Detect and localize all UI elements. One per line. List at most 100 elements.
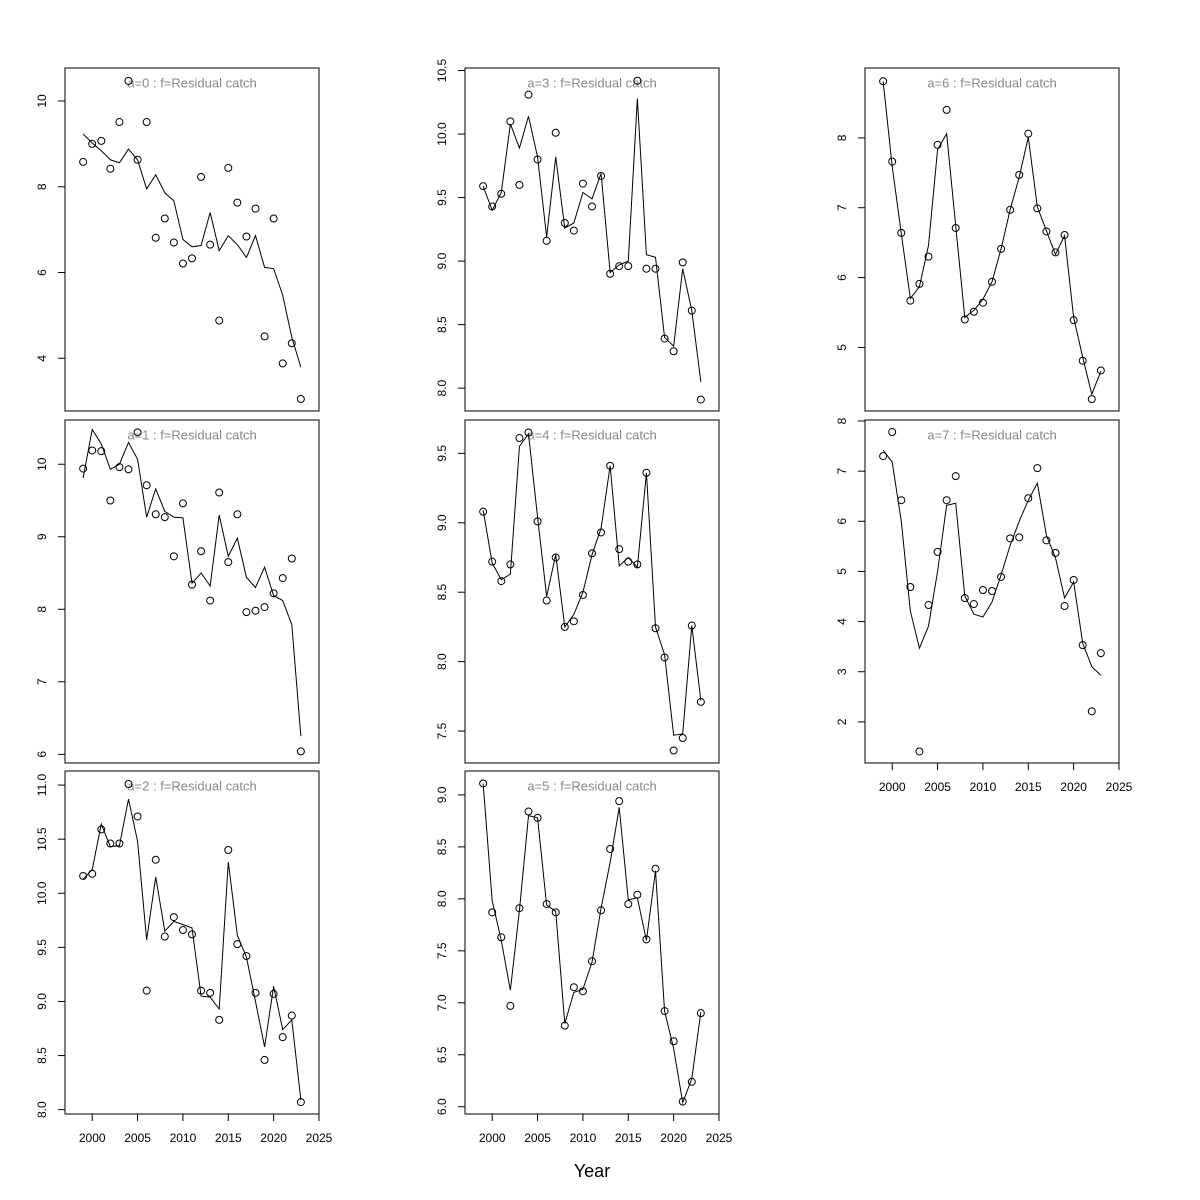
data-point (669, 746, 678, 755)
data-point (133, 812, 142, 821)
y-tick-label: 10 (35, 94, 49, 108)
data-point (997, 244, 1006, 253)
data-point (651, 264, 660, 273)
data-point (888, 428, 897, 437)
data-point (988, 277, 996, 286)
data-point (942, 496, 951, 505)
data-point (942, 105, 951, 114)
x-tick-label: 2015 (615, 1131, 642, 1145)
y-tick-label: 6 (35, 751, 49, 758)
fitted-line (482, 98, 702, 382)
x-tick-label: 2020 (660, 1131, 687, 1145)
data-point (624, 262, 633, 271)
data-point (515, 434, 524, 443)
data-point (1087, 395, 1096, 404)
data-point (233, 510, 242, 519)
y-tick-label: 10.0 (435, 122, 449, 146)
data-point (606, 844, 615, 853)
data-point (269, 989, 278, 998)
data-point (588, 957, 596, 966)
data-point (924, 252, 933, 261)
data-point (142, 481, 151, 490)
panel-title: a=4 : f=Residual catch (527, 427, 656, 442)
data-point (206, 988, 215, 997)
y-tick-label: 10.0 (35, 881, 49, 905)
data-point (233, 198, 242, 207)
data-point (251, 606, 260, 615)
data-point (79, 157, 88, 166)
y-tick-label: 6.5 (435, 1046, 449, 1063)
y-tick-label: 10.5 (435, 59, 449, 83)
data-point (678, 258, 687, 267)
y-tick-label: 8.0 (435, 379, 449, 396)
x-tick-label: 2005 (524, 1131, 551, 1145)
data-point (1024, 129, 1033, 138)
data-point (97, 447, 106, 456)
y-tick-label: 9.5 (435, 189, 449, 206)
plot-frame (64, 419, 320, 764)
data-point (1006, 205, 1015, 214)
data-point (278, 359, 287, 368)
data-point (178, 259, 187, 268)
data-point (933, 140, 942, 149)
panel: a=4 : f=Residual catch 7.5 8.0 8.5 9.0 9.5 (435, 419, 720, 764)
data-point (915, 747, 924, 756)
fitted-line (82, 428, 302, 737)
x-tick-label: 2010 (570, 1131, 597, 1145)
data-point (542, 596, 551, 605)
fitted-line (882, 81, 1102, 396)
data-point (597, 171, 606, 180)
y-tick-label: 9.0 (435, 786, 449, 803)
x-tick-label: 2010 (970, 780, 997, 794)
data-point (1051, 248, 1060, 257)
data-point (251, 204, 260, 213)
data-point (133, 155, 142, 164)
x-tick-label: 2000 (479, 1131, 506, 1145)
data-point (642, 264, 651, 273)
data-point (524, 807, 533, 816)
fitted-line (82, 799, 302, 1100)
data-point (978, 585, 987, 594)
panel-title: a=1 : f=Residual catch (127, 427, 256, 442)
y-tick-label: 8 (35, 606, 49, 613)
y-tick-label: 9.0 (435, 514, 449, 531)
data-point (551, 128, 560, 137)
data-point (1033, 464, 1042, 473)
data-point (88, 139, 97, 148)
y-tick-label: 6 (35, 269, 49, 276)
panel: a=5 : f=Residual catch 6.0 6.5 7.0 7.5 8.0 8.5… (435, 770, 733, 1181)
data-point (151, 233, 160, 242)
plot-frame (864, 67, 1120, 412)
data-point (642, 935, 651, 944)
data-point (1042, 227, 1051, 236)
data-point (260, 332, 269, 341)
data-point (488, 908, 497, 917)
data-point (588, 202, 596, 211)
data-point (696, 1009, 705, 1018)
x-tick-label: 2025 (306, 1131, 333, 1145)
data-point (969, 600, 978, 609)
data-point (142, 118, 151, 127)
data-point (506, 560, 515, 569)
y-tick-label: 8.5 (435, 838, 449, 855)
x-tick-label: 2025 (706, 1131, 733, 1145)
data-point (260, 1055, 269, 1064)
data-point (224, 163, 233, 172)
data-point (569, 617, 578, 626)
y-tick-label: 6.0 (435, 1098, 449, 1115)
y-tick-label: 4 (35, 355, 49, 362)
y-tick-label: 8.5 (435, 316, 449, 333)
data-point (188, 930, 196, 939)
fitted-line (882, 449, 1102, 676)
data-point (133, 428, 142, 437)
y-tick-label: 7.5 (435, 722, 449, 739)
panel-title: a=2 : f=Residual catch (127, 778, 256, 793)
panel: a=0 : f=Residual catch 4 6 8 10 (35, 67, 320, 412)
data-point (278, 1033, 287, 1042)
data-point (197, 547, 206, 556)
data-point (160, 932, 169, 941)
data-point (188, 254, 196, 263)
data-point (106, 164, 115, 173)
data-point (215, 488, 224, 497)
